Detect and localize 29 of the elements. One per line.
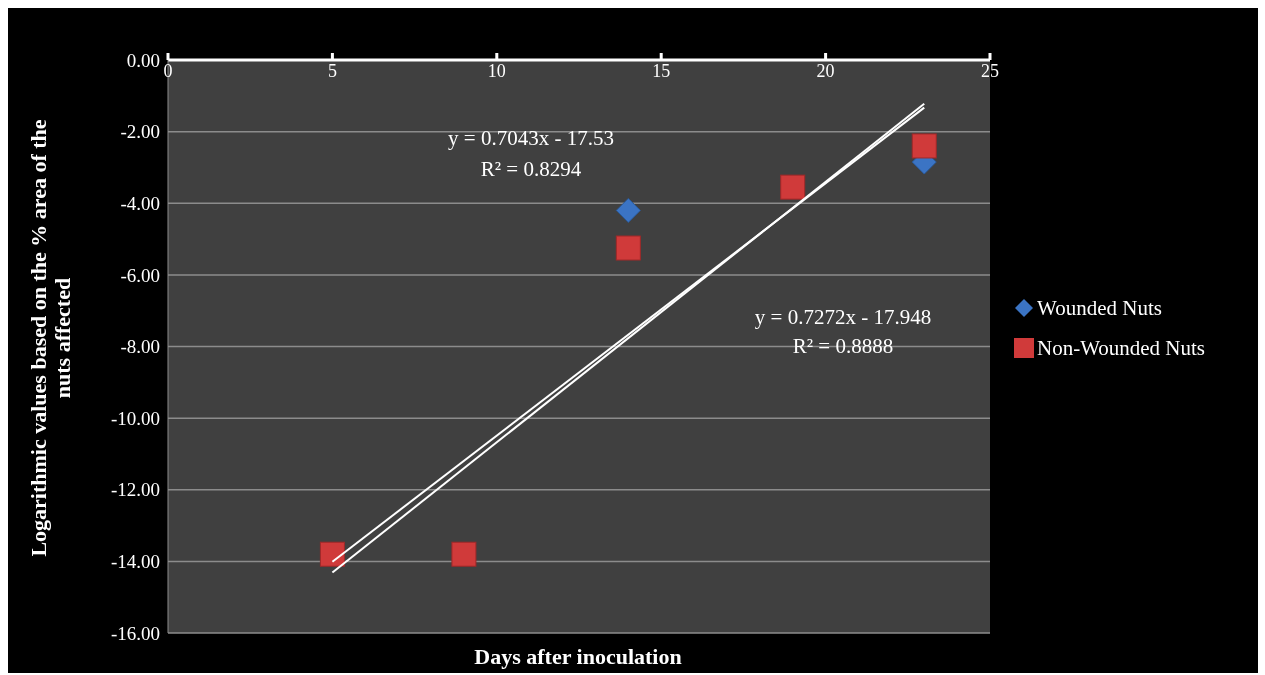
y-tick-label: -16.00 (110, 622, 160, 644)
point (615, 235, 641, 261)
y-axis-title: Logarithmic values based on the % area of the nuts affected (26, 118, 75, 559)
annotation: R² = 0.8294 (480, 156, 582, 182)
y-tick-label: -10.00 (110, 407, 160, 429)
x-tick-label: 15 (652, 61, 671, 81)
x-tick-label: 0 (163, 61, 173, 81)
y-tick-label: -8.00 (120, 336, 160, 358)
y-tick-label: -12.00 (110, 479, 160, 501)
point (911, 133, 937, 159)
point (780, 174, 806, 200)
x-tick-label: 5 (327, 61, 337, 81)
legend-label: Non-Wounded Nuts (1037, 335, 1206, 361)
x-tick-label: 10 (487, 61, 506, 81)
x-tick-label: 25 (981, 61, 999, 81)
x-tick-label: 20 (816, 61, 835, 81)
x-axis-title: Days after inoculation (473, 644, 683, 670)
annotation: R² = 0.8888 (792, 333, 894, 359)
y-tick-label: 0.00 (126, 49, 160, 71)
annotation: y = 0.7043x - 17.53 (448, 125, 614, 151)
point (319, 541, 345, 567)
y-tick-label: -4.00 (120, 192, 160, 214)
point (615, 197, 641, 223)
legend-label: Wounded Nuts (1037, 295, 1162, 321)
y-tick-label: -6.00 (120, 264, 160, 286)
point (451, 541, 477, 567)
y-tick-label: -14.00 (110, 551, 160, 573)
y-tick-label: -2.00 (120, 121, 160, 143)
annotation: y = 0.7272x - 17.948 (754, 304, 932, 330)
